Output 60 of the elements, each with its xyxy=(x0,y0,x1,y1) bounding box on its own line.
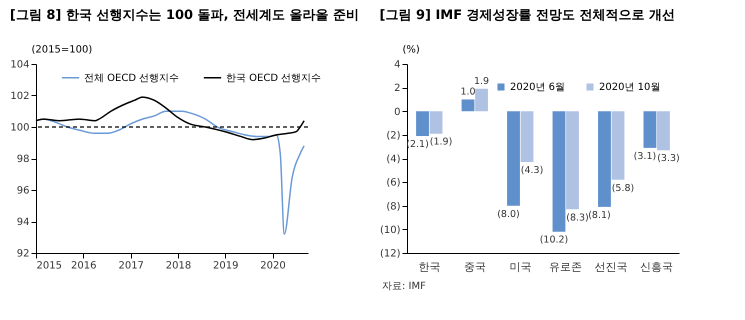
bar xyxy=(462,99,474,112)
bar xyxy=(612,111,624,180)
y-tick-label: (8) xyxy=(386,201,401,212)
y-tick-label: 102 xyxy=(10,91,30,102)
chart-title: [그림 8] 한국 선행지수는 100 돌파, 전세계도 올라올 준비 xyxy=(10,8,360,23)
y-tick-label: 0 xyxy=(394,106,400,118)
data-label: (3.3) xyxy=(657,153,680,164)
x-tick-label: 신흥국 xyxy=(640,260,674,274)
data-label: (1.9) xyxy=(430,136,452,148)
x-tick-label: 2016 xyxy=(71,260,97,272)
legend-label: 2020년 10월 xyxy=(599,82,660,93)
y-tick-label: (12) xyxy=(380,248,401,260)
bar xyxy=(430,111,442,134)
data-label: (10.2) xyxy=(540,234,568,246)
bar xyxy=(507,111,520,206)
x-tick-label: 중국 xyxy=(464,260,486,274)
x-tick-label: 2020 xyxy=(260,260,286,272)
data-label: (8.1) xyxy=(588,210,611,221)
data-label: (5.8) xyxy=(612,182,634,194)
y-tick-label: (6) xyxy=(386,178,401,189)
bar xyxy=(644,111,656,148)
x-tick-label: 2019 xyxy=(213,260,238,272)
legend-label: 한국 OECD 선행지수 xyxy=(226,72,322,84)
y-tick-label: (10) xyxy=(380,224,401,236)
legend-label: 2020년 6월 xyxy=(510,82,565,93)
bar xyxy=(475,88,488,112)
y-tick-label: 2 xyxy=(394,83,400,94)
y-tick-label: 4 xyxy=(394,60,400,70)
data-label: (8.0) xyxy=(497,208,520,220)
data-label: 1.9 xyxy=(474,76,490,87)
x-tick-label: 유로존 xyxy=(549,260,582,274)
y-tick-label: 94 xyxy=(16,217,30,228)
y-tick-label: 98 xyxy=(16,154,30,165)
y-axis-title: (%) xyxy=(402,44,420,56)
data-label: (8.3) xyxy=(566,212,589,224)
legend-label: 전체 OECD 선행지수 xyxy=(84,72,180,84)
x-tick-label: 선진국 xyxy=(594,260,628,274)
chart-title: [그림 9] IMF 경제성장률 전망도 전체적으로 개선 xyxy=(379,8,676,23)
bar xyxy=(598,111,611,207)
bar xyxy=(566,111,579,210)
bar xyxy=(552,111,566,232)
y-tick-label: (4) xyxy=(386,154,401,165)
data-label: 1.0 xyxy=(460,86,476,98)
x-tick-label: 한국 xyxy=(418,260,440,274)
data-label: (3.1) xyxy=(634,150,656,162)
y-tick-label: 100 xyxy=(10,122,30,134)
x-tick-label: 미국 xyxy=(509,260,532,274)
y-axis-title: (2015=100) xyxy=(32,44,92,56)
y-tick-label: 104 xyxy=(10,60,30,70)
data-label: (4.3) xyxy=(520,165,544,176)
y-tick-label: 92 xyxy=(16,248,30,260)
y-tick-label: 96 xyxy=(16,186,30,196)
bar xyxy=(657,111,670,150)
y-tick-label: (2) xyxy=(386,130,401,142)
text: 자료: IMF xyxy=(382,280,427,293)
x-tick-label: 2017 xyxy=(118,260,144,272)
bar xyxy=(416,111,429,136)
x-tick-label: 2018 xyxy=(166,260,192,272)
x-tick-label: 2015 xyxy=(36,260,62,272)
bar xyxy=(520,111,534,162)
